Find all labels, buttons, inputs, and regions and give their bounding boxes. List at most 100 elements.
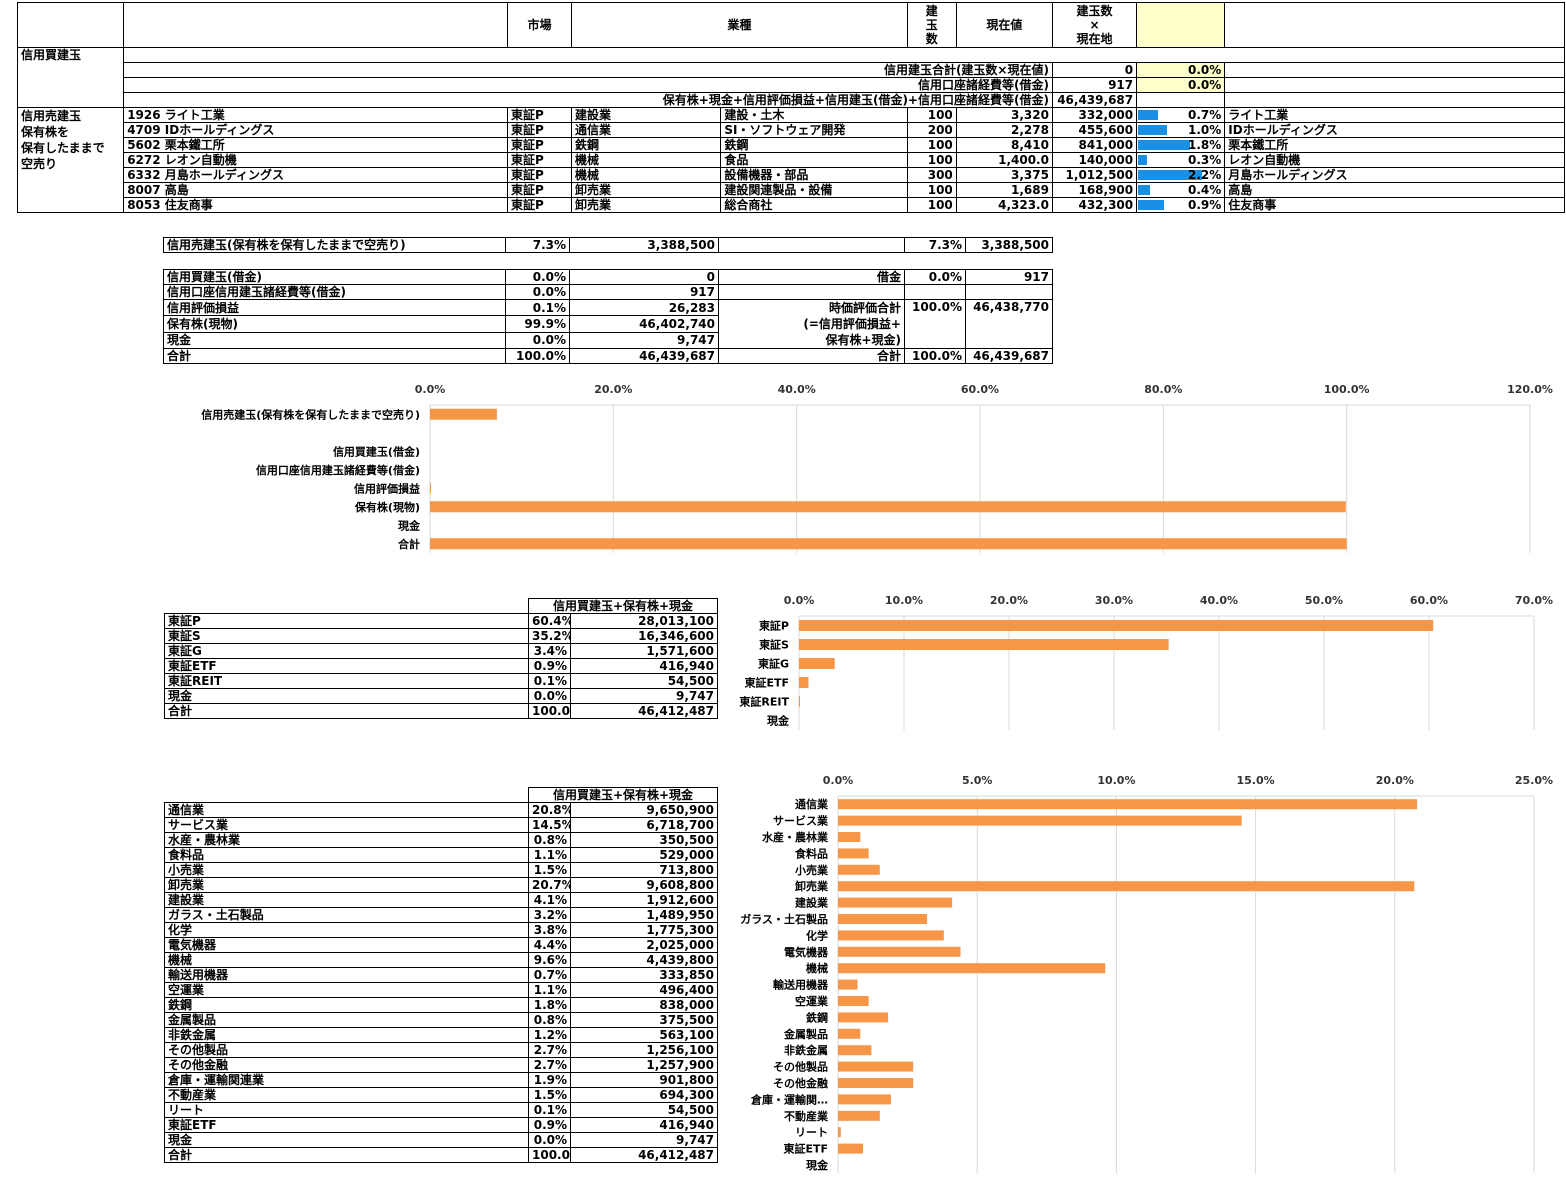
weight-bar: [1138, 200, 1165, 210]
bar: [838, 848, 869, 859]
table-row: 非鉄金属 1.2% 563,100: [164, 1027, 718, 1043]
stock-name: 栗本鐵工所: [164, 138, 225, 152]
bar: [838, 979, 858, 990]
weight-bar-cell: 1.8%: [1136, 137, 1226, 153]
table-row: 輸送用機器 0.7% 333,850: [164, 967, 718, 983]
stock-name: IDホールディングス: [164, 123, 275, 137]
tick-label: 70.0%: [1515, 594, 1553, 607]
sell-section-label: 信用売建玉 保有株を 保有したままで 空売り: [16, 107, 125, 213]
summary-row: 保有株(現物) 99.9% 46,402,740: [163, 315, 1053, 333]
bar: [799, 620, 1434, 631]
buy-expense-row: 信用口座諸経費等(借金) 917 0.0%: [18, 77, 1565, 93]
table-row: 東証P 60.4% 28,013,100: [164, 613, 718, 629]
sell-total-row: 信用売建玉(保有株を保有したままで空売り) 7.3% 3,388,500 7.3…: [163, 237, 1053, 253]
table-row: 4709 IDホールディングス 東証P 通信業 SI・ソフトウェア開発 200 2,278…: [18, 122, 1565, 138]
stock-code: 8053: [127, 198, 161, 212]
table-row: 小売業 1.5% 713,800: [164, 862, 718, 878]
table-row: 化学 3.8% 1,775,300: [164, 922, 718, 938]
header-amount: 建玉数 × 現在地: [1051, 2, 1138, 48]
table-row: 現金 0.0% 9,747: [164, 688, 718, 704]
tick-label: 10.0%: [1097, 774, 1135, 787]
category-label: 東証G: [758, 657, 789, 671]
grand-sum-row: 保有株+現金+信用評価損益+信用建玉(借金)+信用口座諸経費等(借金) 46,4…: [18, 92, 1565, 108]
table-row: 信用売建玉 保有株を 保有したままで 空売り 1926 ライト工業 東証P 建設業 建設・土木…: [16, 107, 1565, 213]
category-label: 現金: [767, 714, 790, 728]
table-row: 建設業 4.1% 1,912,600: [164, 892, 718, 908]
header-industry: 業種: [571, 2, 908, 48]
category-label: 不動産業: [784, 1109, 829, 1123]
stock-code: 5602: [127, 138, 161, 152]
category-label: 保有株(現物): [354, 500, 420, 514]
bar: [430, 408, 497, 420]
market-bar-chart: 0.0% 10.0% 20.0% 30.0% 40.0% 50.0% 60.0% 70.0% 東…: [739, 594, 1553, 730]
table-row: 金属製品 0.8% 375,500: [164, 1012, 718, 1028]
buy-total-row: 信用建玉合計(建玉数×現在値) 0 0.0%: [18, 62, 1565, 78]
category-label: 信用買建玉(借金): [333, 444, 420, 458]
bar: [430, 501, 1346, 513]
table-row: その他製品 2.7% 1,256,100: [164, 1042, 718, 1058]
bar: [838, 1028, 861, 1039]
header-price: 現在値: [955, 2, 1053, 48]
category-label: 信用口座信用建玉諸経費等(借金): [256, 463, 420, 477]
stock-name: ライト工業: [164, 108, 225, 122]
category-label: 水産・農林業: [762, 830, 829, 844]
weight-bar: [1138, 110, 1159, 120]
summary-row: 信用買建玉(借金) 0.0% 0 借金 0.0% 917: [163, 269, 1053, 285]
table-row: 通信業 20.8% 9,650,900: [164, 802, 718, 818]
tick-label: 40.0%: [1200, 594, 1238, 607]
table-row: 卸売業 20.7% 9,608,800: [164, 877, 718, 893]
category-label: 食料品: [795, 846, 828, 860]
tick-label: 50.0%: [1305, 594, 1343, 607]
tick-label: 30.0%: [1095, 594, 1133, 607]
category-label: 東証ETF: [744, 676, 789, 690]
category-label: 東証REIT: [739, 695, 789, 709]
bar: [838, 996, 869, 1006]
category-label: 金属製品: [783, 1027, 828, 1041]
stock-name: 月島ホールディングス: [164, 168, 284, 182]
table-row: 鉄鋼 1.8% 838,000: [164, 997, 718, 1013]
category-label: 東証P: [759, 619, 789, 633]
weight-bar-cell: 0.4%: [1136, 182, 1226, 198]
tick-label: 60.0%: [1410, 594, 1448, 607]
tick-label: 15.0%: [1237, 774, 1275, 787]
summary-table: 信用買建玉(借金) 0.0% 0 借金 0.0% 917 信用口座信用建玉諸経費等(借金) 0…: [163, 269, 1053, 364]
stock-code: 6332: [127, 168, 161, 182]
bar: [838, 963, 1106, 974]
weight-bar: [1138, 155, 1148, 165]
table-row: 電気機器 4.4% 2,025,000: [164, 937, 718, 953]
table-row: 東証REIT 0.1% 54,500: [164, 673, 718, 689]
tick-label: 40.0%: [778, 383, 816, 396]
stock-code: 4709: [127, 123, 161, 137]
category-label: 信用売建玉(保有株を保有したままで空売り): [201, 407, 420, 421]
sector-table: 信用買建玉+保有株+現金 通信業 20.8% 9,650,900 サービス業 14.5%…: [164, 787, 718, 1163]
weight-bar-cell: 1.0%: [1136, 122, 1226, 138]
header-qty: 建 玉 数: [906, 2, 957, 48]
table-row: 現金 0.0% 9,747: [164, 1132, 718, 1148]
bar: [799, 639, 1169, 650]
tick-label: 120.0%: [1507, 383, 1553, 396]
category-label: 空運業: [795, 994, 829, 1008]
buy-section-label: 信用買建玉: [16, 47, 125, 108]
summary-row: 合計 100.0% 46,439,687 合計 100.0% 46,439,687: [163, 348, 1053, 364]
tick-label: 5.0%: [962, 774, 993, 787]
category-label: サービス業: [773, 814, 829, 828]
bar: [430, 538, 1347, 550]
category-label: ガラス・土石製品: [740, 912, 828, 926]
category-label: 倉庫・運輸関…: [750, 1092, 828, 1106]
tick-label: 60.0%: [961, 383, 999, 396]
tick-label: 0.0%: [415, 383, 446, 396]
weight-bar: [1138, 125, 1168, 135]
weight-bar: [1138, 170, 1203, 180]
category-label: 輸送用機器: [773, 978, 829, 992]
stock-name: レオン自動機: [164, 153, 237, 167]
bar: [838, 1094, 891, 1105]
bar: [838, 930, 944, 941]
category-label: 東証S: [759, 638, 789, 652]
tick-label: 25.0%: [1515, 774, 1553, 787]
table-row: ガラス・土石製品 3.2% 1,489,950: [164, 907, 718, 923]
table-row: 東証ETF 0.9% 416,940: [164, 1117, 718, 1133]
table-header-row: 市場 業種 建 玉 数 現在値 建玉数 × 現在地: [16, 2, 1565, 48]
tick-label: 0.0%: [784, 594, 815, 607]
